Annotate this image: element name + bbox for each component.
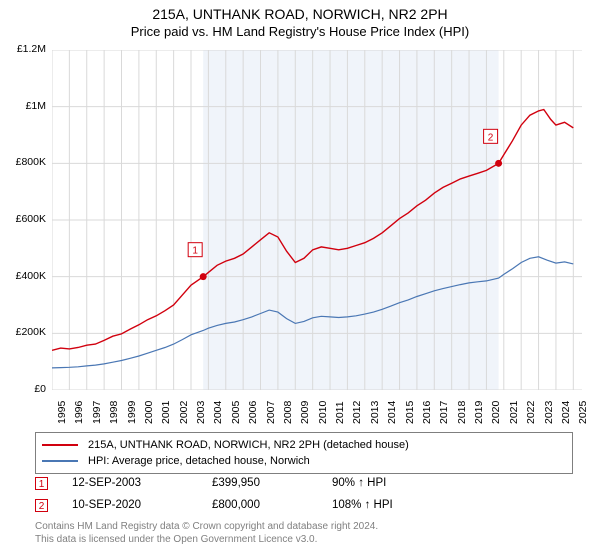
x-tick-label: 2007 xyxy=(265,401,277,424)
x-tick-label: 2023 xyxy=(543,401,555,424)
chart-area: 12 £0£200K£400K£600K£800K£1M£1.2M xyxy=(52,50,582,390)
marker-table: 1 12-SEP-2003 £399,950 90% ↑ HPI 2 10-SE… xyxy=(35,472,573,516)
footer-line1: Contains HM Land Registry data © Crown c… xyxy=(35,520,378,533)
legend-box: 215A, UNTHANK ROAD, NORWICH, NR2 2PH (de… xyxy=(35,432,573,474)
svg-text:2: 2 xyxy=(488,132,494,143)
marker-pct: 90% ↑ HPI xyxy=(332,477,386,489)
x-tick-label: 2006 xyxy=(247,401,259,424)
x-tick-label: 2024 xyxy=(560,401,572,424)
x-tick-label: 2004 xyxy=(212,401,224,424)
marker-date: 10-SEP-2020 xyxy=(72,499,212,511)
x-tick-label: 2017 xyxy=(438,401,450,424)
legend-row: HPI: Average price, detached house, Norw… xyxy=(42,453,566,469)
y-tick-label: £400K xyxy=(16,270,46,282)
x-tick-label: 1995 xyxy=(56,401,68,424)
legend-label: 215A, UNTHANK ROAD, NORWICH, NR2 2PH (de… xyxy=(88,439,409,451)
footer-line2: This data is licensed under the Open Gov… xyxy=(35,533,378,546)
x-tick-label: 2005 xyxy=(230,401,242,424)
x-tick-label: 2011 xyxy=(334,401,346,424)
title-address: 215A, UNTHANK ROAD, NORWICH, NR2 2PH xyxy=(0,6,600,22)
y-tick-label: £800K xyxy=(16,156,46,168)
legend-swatch xyxy=(42,444,78,446)
marker-price: £800,000 xyxy=(212,499,332,511)
x-tick-label: 2000 xyxy=(143,401,155,424)
x-tick-label: 2013 xyxy=(369,401,381,424)
x-tick-label: 2009 xyxy=(299,401,311,424)
x-tick-label: 2015 xyxy=(404,401,416,424)
x-tick-label: 2008 xyxy=(282,401,294,424)
x-tick-label: 1998 xyxy=(108,401,120,424)
footer: Contains HM Land Registry data © Crown c… xyxy=(35,520,378,546)
x-tick-label: 1999 xyxy=(126,401,138,424)
x-axis-ticks: 1995 1996 1997 1998 1999 2000 2001 2002 2003 2004… xyxy=(52,392,582,432)
title-block: 215A, UNTHANK ROAD, NORWICH, NR2 2PH Pri… xyxy=(0,0,600,39)
x-tick-label: 2003 xyxy=(195,401,207,424)
marker-row: 2 10-SEP-2020 £800,000 108% ↑ HPI xyxy=(35,494,573,516)
x-tick-label: 2012 xyxy=(351,401,363,424)
legend-row: 215A, UNTHANK ROAD, NORWICH, NR2 2PH (de… xyxy=(42,437,566,453)
x-tick-label: 2016 xyxy=(421,401,433,424)
chart-container: 215A, UNTHANK ROAD, NORWICH, NR2 2PH Pri… xyxy=(0,0,600,560)
legend-swatch xyxy=(42,460,78,462)
marker-pct: 108% ↑ HPI xyxy=(332,499,393,511)
svg-text:1: 1 xyxy=(192,246,198,257)
chart-svg: 12 xyxy=(52,50,582,390)
marker-price: £399,950 xyxy=(212,477,332,489)
x-tick-label: 2022 xyxy=(525,401,537,424)
title-subtitle: Price paid vs. HM Land Registry's House … xyxy=(0,24,600,39)
marker-date: 12-SEP-2003 xyxy=(72,477,212,489)
x-tick-label: 2025 xyxy=(577,401,589,424)
x-tick-label: 1997 xyxy=(91,401,103,424)
marker-row: 1 12-SEP-2003 £399,950 90% ↑ HPI xyxy=(35,472,573,494)
x-tick-label: 2019 xyxy=(473,401,485,424)
marker-badge: 1 xyxy=(35,477,48,490)
y-tick-label: £0 xyxy=(34,383,46,395)
x-tick-label: 2021 xyxy=(508,401,520,424)
y-tick-label: £600K xyxy=(16,213,46,225)
x-tick-label: 2014 xyxy=(386,401,398,424)
x-tick-label: 2018 xyxy=(456,401,468,424)
x-tick-label: 2001 xyxy=(160,401,172,424)
legend-label: HPI: Average price, detached house, Norw… xyxy=(88,455,310,467)
x-tick-label: 2002 xyxy=(178,401,190,424)
y-tick-label: £1.2M xyxy=(17,43,46,55)
marker-badge: 2 xyxy=(35,499,48,512)
y-tick-label: £200K xyxy=(16,326,46,338)
y-tick-label: £1M xyxy=(26,100,46,112)
x-tick-label: 2010 xyxy=(317,401,329,424)
x-tick-label: 1996 xyxy=(73,401,85,424)
x-tick-label: 2020 xyxy=(490,401,502,424)
